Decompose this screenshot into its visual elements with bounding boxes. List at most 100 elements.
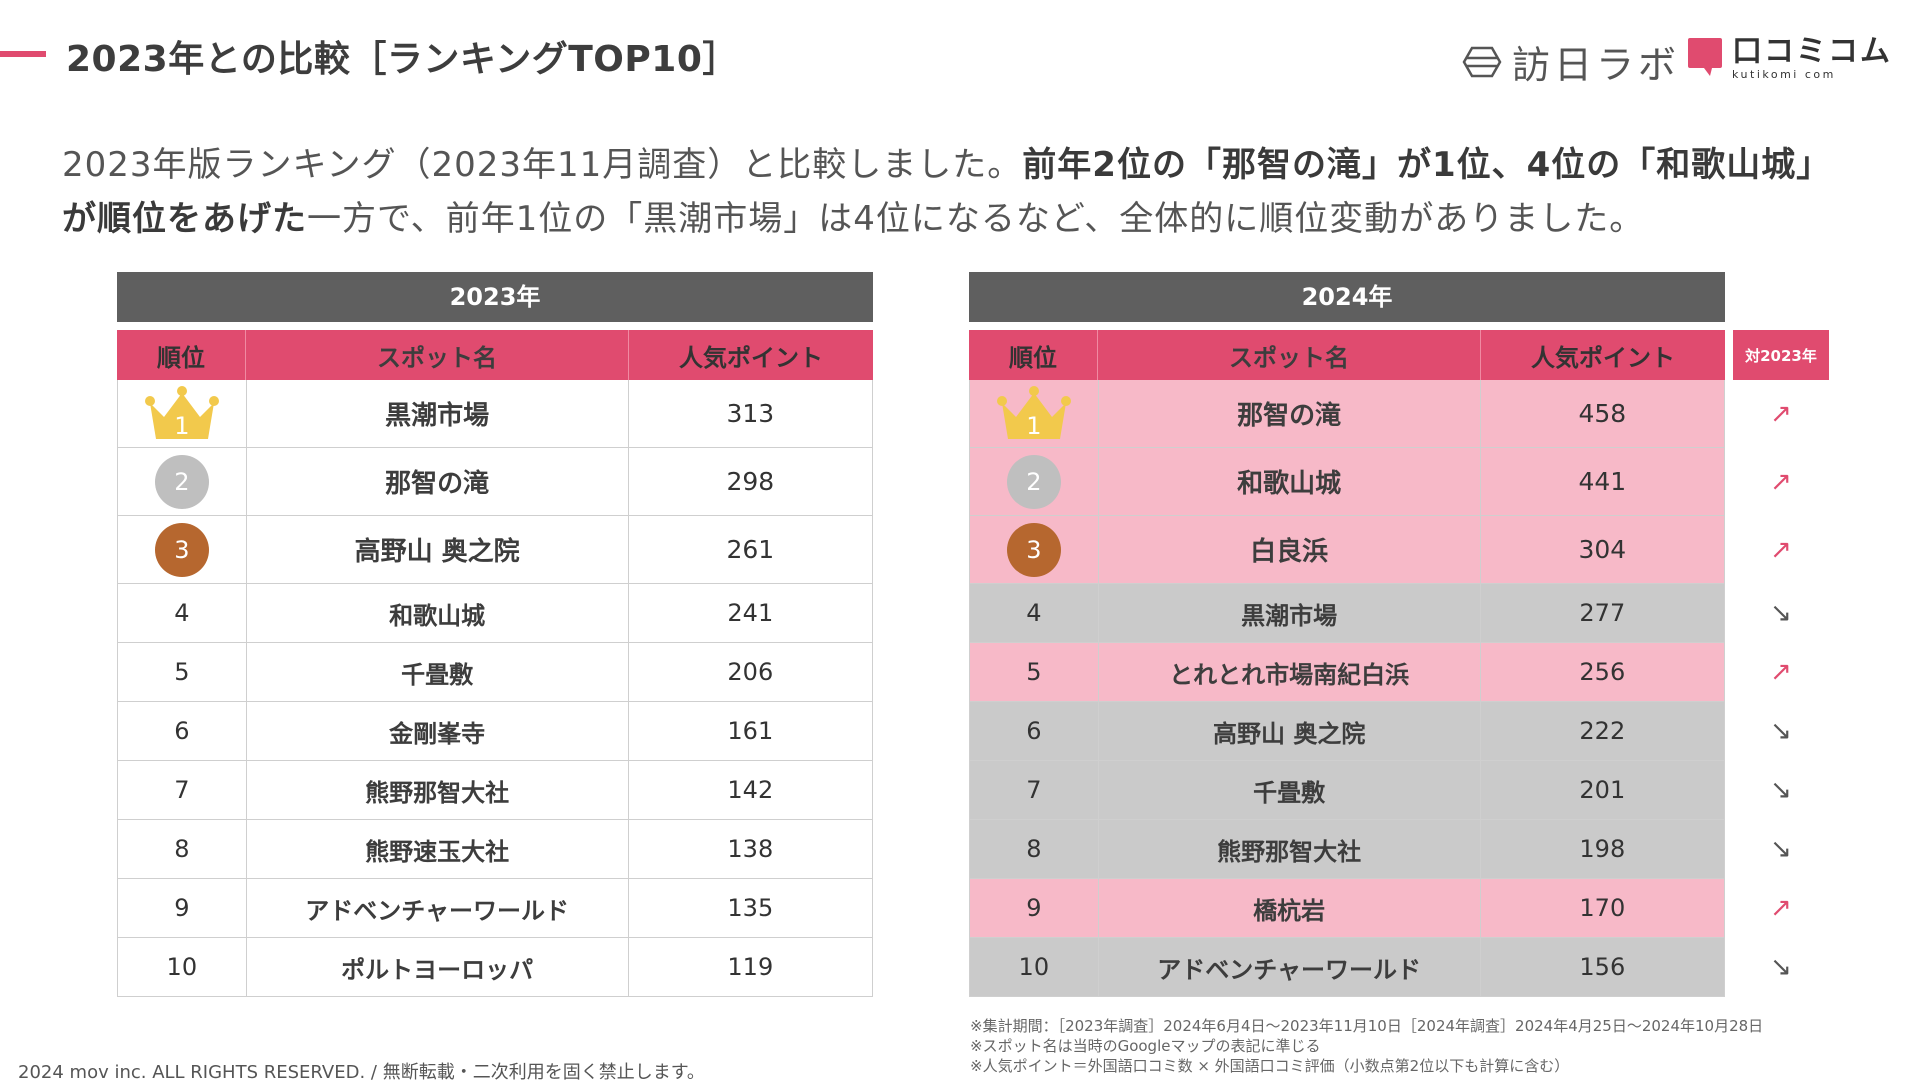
trend-down-arrow-icon: ↘: [1770, 775, 1792, 805]
points-value: 135: [727, 894, 774, 922]
rank-number: 7: [118, 761, 247, 819]
table-row: 1 那智の滝 458: [969, 380, 1725, 448]
points-value: 458: [1578, 399, 1627, 428]
table-row: 7 千畳敷 201: [969, 761, 1725, 820]
ranking-table-2023: 2023年 順位 スポット名 人気ポイント 1 黒潮市場 313 2 那智の滝 …: [117, 272, 873, 997]
table-row: 7 熊野那智大社 142: [117, 761, 873, 820]
rank-number: 5: [118, 643, 247, 701]
gold-crown-icon: 1: [142, 385, 222, 443]
rank-number: 6: [970, 702, 1099, 760]
rank-number: 1: [174, 411, 190, 440]
spot-name: 和歌山城: [247, 584, 629, 642]
col-header-spot: スポット名: [246, 330, 629, 380]
spot-name: 熊野速玉大社: [247, 820, 629, 878]
bronze-medal-icon: 3: [1006, 522, 1061, 577]
rank-number: 4: [970, 584, 1099, 642]
table-2024-year-header: 2024年: [969, 272, 1725, 322]
trend-down-arrow-icon: ↘: [1770, 834, 1792, 864]
trend-up-arrow-icon: ↗: [1770, 466, 1792, 497]
spot-name: 金剛峯寺: [247, 702, 629, 760]
kutikomi-logo-text: 口コミコム: [1732, 34, 1892, 69]
footnote: ※スポット名は当時のGoogleマップの表記に準じる: [970, 1037, 1321, 1055]
table-row: 5 千畳敷 206: [117, 643, 873, 702]
points-value: 241: [727, 599, 774, 627]
table-row: 6 金剛峯寺 161: [117, 702, 873, 761]
table-row: 9 アドベンチャーワールド 135: [117, 879, 873, 938]
kutikomi-logo: 口コミコム kutikomi com: [1686, 36, 1892, 81]
rank-number: 9: [970, 879, 1099, 937]
table-row: 1 黒潮市場 313: [117, 380, 873, 448]
trend-up-arrow-icon: ↗: [1770, 398, 1792, 429]
lead-text-2: 一方で、前年1位の「黒潮市場」は4位になるなど、全体的に順位変動がありました。: [307, 199, 1645, 239]
col-header-points: 人気ポイント: [1531, 343, 1675, 372]
lead-paragraph: 2023年版ランキング（2023年11月調査）と比較しました。前年2位の「那智の…: [62, 138, 1862, 246]
spot-name: 熊野那智大社: [247, 761, 629, 819]
spot-name: 千畳敷: [1099, 761, 1481, 819]
points-value: 201: [1579, 776, 1626, 804]
rank-number: 4: [118, 584, 247, 642]
table-row: 4 黒潮市場 277: [969, 584, 1725, 643]
silver-medal-icon: 2: [1006, 454, 1061, 509]
rank-number: 7: [970, 761, 1099, 819]
spot-name: 那智の滝: [1099, 380, 1481, 447]
table-2023-column-header: 順位 スポット名 人気ポイント: [117, 330, 873, 380]
points-value: 119: [727, 953, 774, 981]
lead-text-bold: 前年2位の「那智の滝」が1位、4位の「和歌山城」が順位をあげた: [62, 145, 1832, 239]
rank-number: 9: [118, 879, 247, 937]
col-header-rank: 順位: [969, 330, 1098, 380]
honichi-lab-mark-icon: [1462, 46, 1502, 77]
table-row: 6 高野山 奥之院 222: [969, 702, 1725, 761]
col-header-points: 人気ポイント: [679, 343, 823, 372]
table-row: 8 熊野速玉大社 138: [117, 820, 873, 879]
spot-name: 黒潮市場: [1099, 584, 1481, 642]
points-value: 261: [726, 535, 775, 564]
trend-up-arrow-icon: ↗: [1770, 893, 1792, 923]
spot-name: 千畳敷: [247, 643, 629, 701]
rank-number: 10: [970, 938, 1099, 996]
rank-number: 10: [118, 938, 247, 996]
table-row: 9 橋杭岩 170: [969, 879, 1725, 938]
spot-name: 那智の滝: [247, 448, 629, 515]
trend-up-arrow-icon: ↗: [1770, 657, 1792, 687]
honichi-lab-logo-text: 訪日ラボ: [1512, 43, 1681, 87]
points-value: 441: [1578, 467, 1627, 496]
spot-name: アドベンチャーワールド: [1099, 938, 1481, 996]
points-value: 138: [727, 835, 774, 863]
spot-name: アドベンチャーワールド: [247, 879, 629, 937]
page-title: 2023年との比較［ランキングTOP10］: [66, 39, 739, 80]
table-row: 10 アドベンチャーワールド 156: [969, 938, 1725, 997]
points-value: 304: [1578, 535, 1627, 564]
points-value: 198: [1579, 835, 1626, 863]
points-value: 206: [727, 658, 774, 686]
spot-name: 高野山 奥之院: [247, 516, 629, 583]
rank-number: 8: [970, 820, 1099, 878]
points-value: 298: [726, 467, 775, 496]
points-value: 256: [1579, 658, 1626, 686]
spot-name: とれとれ市場南紀白浜: [1099, 643, 1481, 701]
honichi-lab-logo: 訪日ラボ: [1462, 34, 1680, 89]
table-row: 3 白良浜 304: [969, 516, 1725, 584]
rank-number: 1: [1026, 411, 1042, 440]
compare-2023-header: 対2023年: [1733, 330, 1829, 380]
points-value: 222: [1579, 717, 1626, 745]
silver-medal-icon: 2: [154, 454, 209, 509]
ranking-table-2024: 2024年 順位 スポット名 人気ポイント 1 那智の滝 458 2 和歌山城 …: [969, 272, 1725, 997]
gold-crown-icon: 1: [994, 385, 1074, 443]
points-value: 277: [1579, 599, 1626, 627]
points-value: 142: [727, 776, 774, 804]
kutikomi-logo-subtext: kutikomi com: [1732, 68, 1836, 81]
points-value: 313: [726, 399, 775, 428]
trend-up-arrow-icon: ↗: [1770, 534, 1792, 565]
table-row: 2 和歌山城 441: [969, 448, 1725, 516]
points-value: 170: [1579, 894, 1626, 922]
footnote: ※人気ポイント＝外国語口コミ数 × 外国語口コミ評価（小数点第2位以下も計算に含…: [970, 1057, 1570, 1075]
spot-name: 和歌山城: [1099, 448, 1481, 515]
kutikomi-speech-bubble-icon: [1688, 38, 1722, 76]
table-row: 8 熊野那智大社 198: [969, 820, 1725, 879]
rank-number: 6: [118, 702, 247, 760]
trend-down-arrow-icon: ↘: [1770, 952, 1792, 982]
table-row: 4 和歌山城 241: [117, 584, 873, 643]
title-accent-bar: [0, 51, 46, 57]
spot-name: 熊野那智大社: [1099, 820, 1481, 878]
bronze-medal-icon: 3: [154, 522, 209, 577]
